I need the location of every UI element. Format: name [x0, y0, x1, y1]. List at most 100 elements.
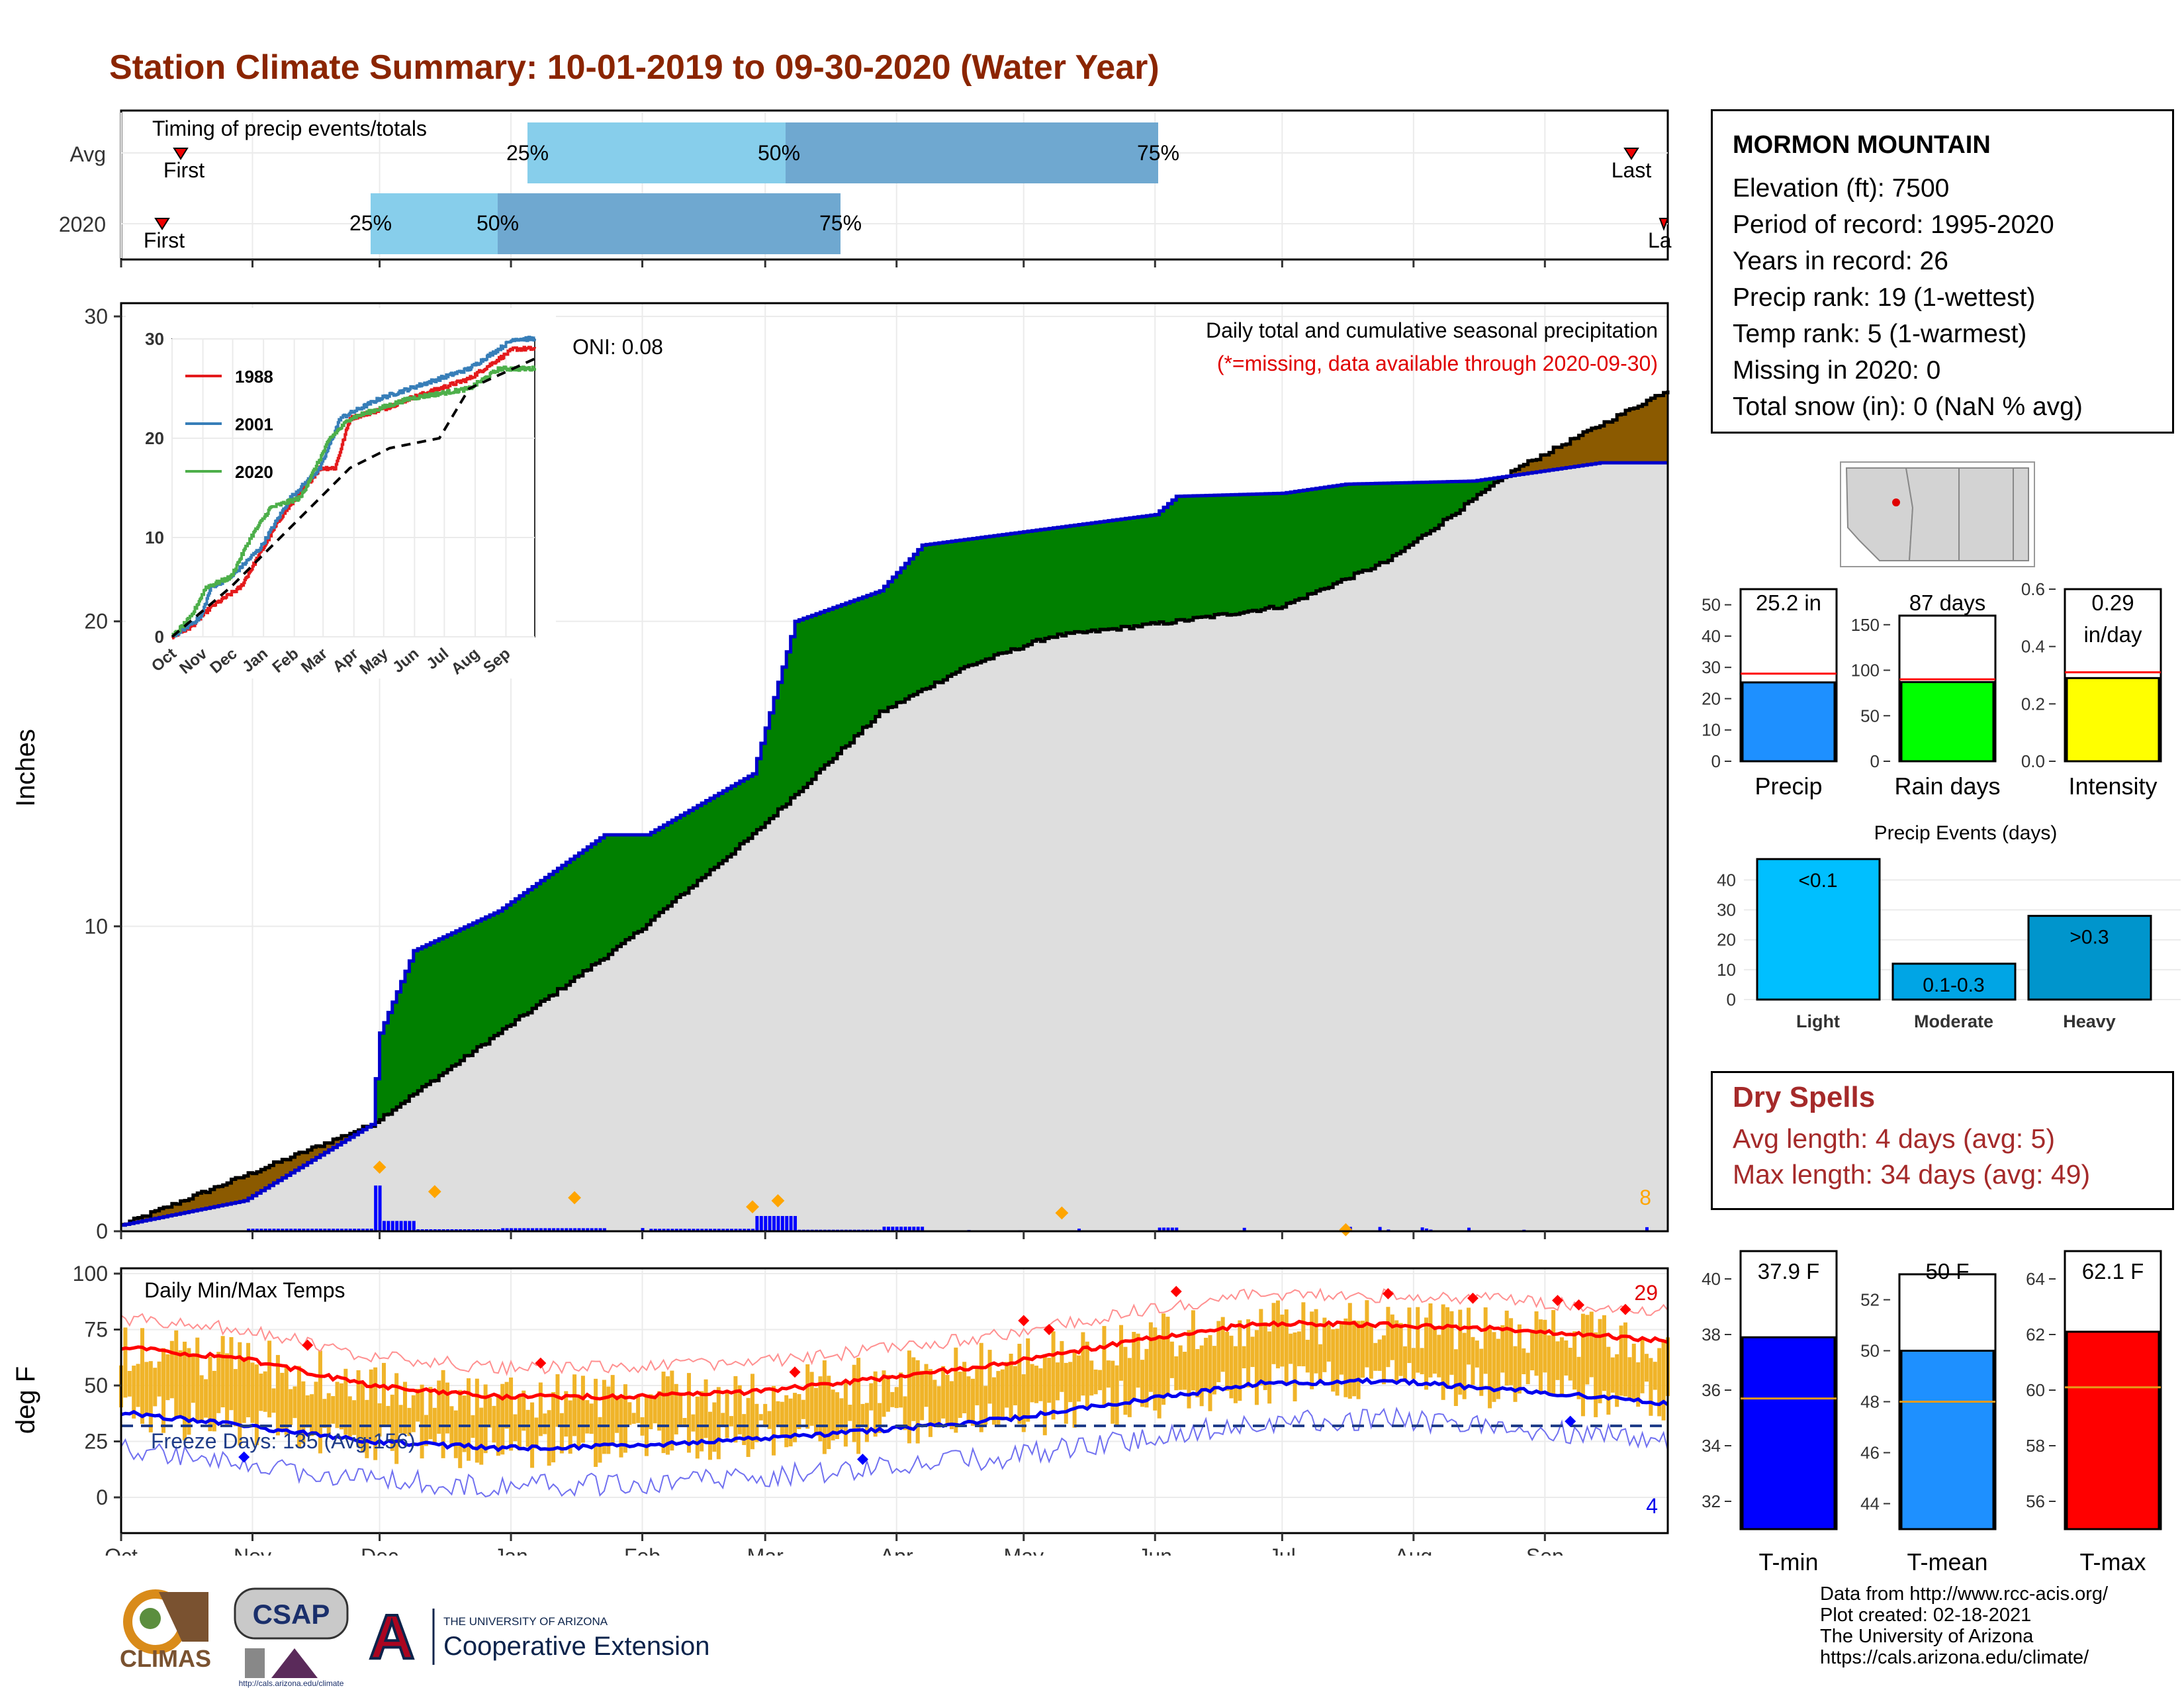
daily-precip-bar: [598, 1228, 602, 1231]
daily-temp-bar: [314, 1382, 318, 1433]
daily-temp-bar: [721, 1413, 725, 1425]
events-tick-label: 0: [1727, 990, 1736, 1009]
daily-temp-bar: [1098, 1370, 1103, 1391]
cumulative-area: [121, 463, 1668, 1231]
average-max-line: [120, 1319, 1668, 1401]
daily-temp-bar: [216, 1352, 221, 1413]
summary-bar: [1900, 680, 1995, 763]
summary-bar-label: T-min: [1759, 1548, 1819, 1575]
daily-temp-bar: [1280, 1314, 1285, 1367]
daily-temp-bar: [525, 1409, 530, 1447]
daily-temp-bar: [1335, 1329, 1340, 1396]
daily-temp-bar: [809, 1372, 814, 1426]
summary-tick-label: 0: [1711, 751, 1721, 771]
events-bar-label: >0.3: [2070, 927, 2109, 949]
daily-temp-bar: [1208, 1335, 1212, 1411]
daily-temp-bar: [818, 1376, 823, 1442]
daily-temp-bar: [1030, 1364, 1034, 1403]
daily-temp-bar: [293, 1386, 297, 1419]
daily-temp-bar: [522, 1390, 526, 1431]
daily-precip-bar: [785, 1215, 789, 1231]
footer-line-created: Plot created: 02-18-2021: [1820, 1605, 2032, 1626]
daily-precip-bar: [649, 1229, 653, 1231]
daily-precip-bar: [921, 1227, 925, 1231]
dry-spells-avg: Avg length: 4 days (avg: 5): [1733, 1123, 2055, 1154]
daily-temp-bar: [432, 1407, 437, 1443]
daily-temp-bar: [280, 1372, 285, 1430]
daily-temp-bar: [1377, 1339, 1382, 1371]
precip-caption: Daily total and cumulative seasonal prec…: [1206, 318, 1658, 342]
daily-temp-bar: [572, 1374, 577, 1436]
daily-precip-bar: [882, 1227, 886, 1231]
locator-map: [1840, 461, 2035, 567]
summary-tick-label: 40: [1702, 1269, 1721, 1289]
daily-precip-bar: [285, 1229, 289, 1231]
daily-temp-bar: [1420, 1348, 1424, 1375]
daily-temp-bar: [869, 1383, 874, 1411]
daily-temp-bar: [1246, 1319, 1251, 1387]
daily-temp-bar: [1424, 1317, 1429, 1390]
daily-temp-bar: [1238, 1320, 1242, 1401]
daily-temp-bar: [691, 1414, 696, 1432]
daily-precip-bar: [531, 1228, 535, 1231]
avg-last-marker: [1623, 148, 1639, 160]
avg-bar-q2: [786, 122, 1158, 183]
climas-text: CLIMAS: [120, 1645, 211, 1672]
daily-temp-bar: [1254, 1330, 1259, 1405]
summary-bar-value: 50 F: [1925, 1259, 1969, 1284]
row-label-2020: 2020: [59, 212, 106, 236]
daily-temp-bar: [1026, 1338, 1030, 1422]
daily-temp-bar: [445, 1382, 450, 1434]
record-low-marker: [238, 1451, 250, 1463]
daily-temp-bar: [636, 1395, 641, 1423]
summary-tick-label: 50: [1702, 595, 1721, 615]
daily-temp-bar: [751, 1374, 755, 1450]
daily-temp-bar: [860, 1403, 865, 1426]
daily-precip-bar: [679, 1229, 683, 1231]
daily-temp-bar: [991, 1377, 996, 1425]
daily-temp-bar: [1576, 1356, 1581, 1399]
summary-bar: [2066, 677, 2160, 763]
daily-precip-bar: [361, 1229, 365, 1231]
extreme-precip-marker: [428, 1185, 441, 1199]
daily-temp-bar: [500, 1383, 505, 1455]
station-snow: Total snow (in): 0 (NaN % avg): [1733, 393, 2083, 421]
daily-temp-bar: [467, 1378, 471, 1461]
daily-precip-bar: [1170, 1227, 1174, 1231]
daily-precip-bar: [323, 1229, 327, 1231]
summary-tick-label: 46: [1860, 1443, 1880, 1463]
month-x-tick-label: Mar: [747, 1544, 784, 1556]
summary-bar: [1900, 1350, 1995, 1530]
daily-temp-bar: [381, 1362, 386, 1427]
station-elevation: Elevation (ft): 7500: [1733, 174, 1950, 203]
daily-temp-bar: [238, 1342, 242, 1446]
daily-precip-bar: [255, 1229, 259, 1231]
daily-precip-bar: [891, 1227, 895, 1231]
daily-precip-bar: [281, 1229, 285, 1231]
daily-temp-bar: [335, 1382, 340, 1429]
daily-temp-bar: [1509, 1318, 1514, 1385]
daily-temp-bar: [987, 1350, 992, 1404]
daily-temp-bar: [1356, 1321, 1361, 1399]
y2020-pct-50: 50%: [477, 211, 519, 235]
events-bar: [1891, 962, 2017, 1001]
daily-precip-bar: [895, 1227, 899, 1231]
daily-precip-bar: [912, 1227, 916, 1231]
events-bar-label: <0.1: [1798, 870, 1837, 892]
summary-bar-label: Rain days: [1894, 773, 2000, 800]
daily-temp-bar: [1449, 1311, 1454, 1375]
summary-bar-label: Precip: [1754, 773, 1822, 800]
month-x-tick-label: Sep: [1526, 1544, 1564, 1556]
daily-temp-bar: [954, 1347, 958, 1433]
daily-precip-bar: [789, 1215, 793, 1231]
daily-precip-bar: [387, 1221, 390, 1231]
main-y-axis-label: Inches: [11, 729, 40, 807]
events-category-label: Light: [1796, 1011, 1840, 1031]
daily-temp-bar: [852, 1364, 856, 1442]
daily-temp-bar: [1314, 1309, 1318, 1374]
summary-tick-label: 58: [2026, 1436, 2045, 1456]
daily-temp-bar: [1471, 1336, 1475, 1385]
daily-temp-bar: [1106, 1360, 1111, 1388]
daily-temp-bar: [127, 1371, 132, 1397]
y2020-pct-75: 75%: [819, 211, 862, 235]
